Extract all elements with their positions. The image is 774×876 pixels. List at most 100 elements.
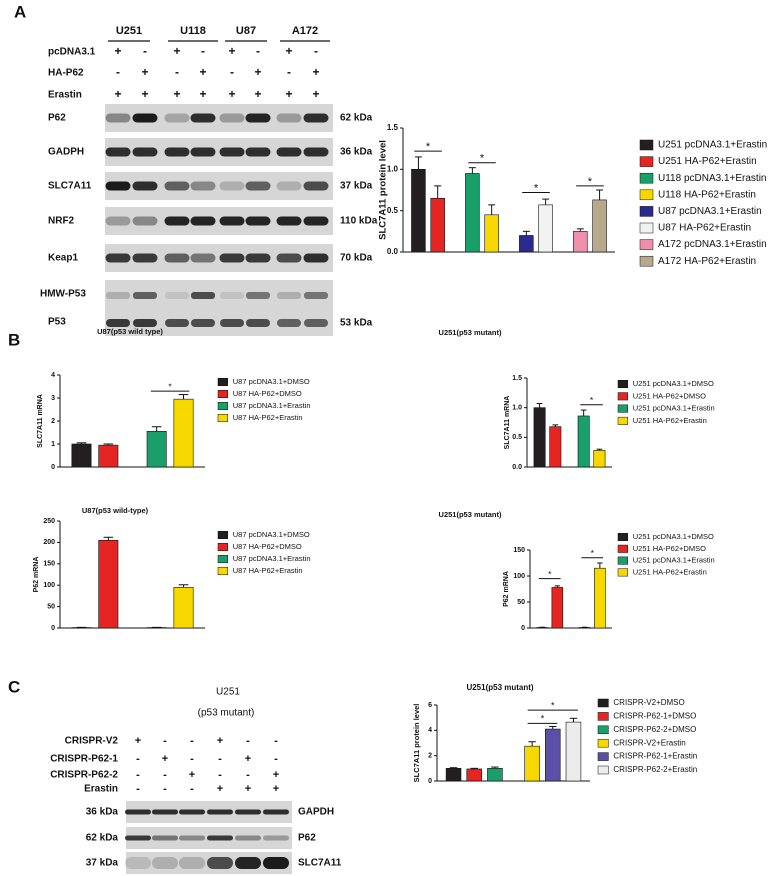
bar (551, 587, 564, 629)
blot-band (277, 319, 301, 327)
legend-label: U251 HA-P62+DMSO (633, 391, 706, 400)
bar (577, 415, 590, 468)
blot-band (219, 113, 245, 123)
bar (533, 407, 546, 468)
legend-label: U87 pcDNA3.1+Erastin (658, 206, 762, 217)
y-tick-label: 50 (517, 599, 525, 606)
treatment-sign: - (287, 65, 291, 79)
legend-label: U251 pcDNA3.1+Erastin (633, 556, 715, 565)
y-tick-label: 250 (43, 518, 55, 525)
cell-line-label: U118 (180, 25, 206, 37)
y-axis-label: SLC7A11 mRNA (37, 394, 44, 448)
bar (573, 231, 588, 253)
blot-band (190, 253, 216, 263)
blot-band (235, 857, 261, 869)
legend-swatch (597, 738, 609, 748)
y-tick-label: 150 (513, 547, 525, 554)
treatment-sign: - (218, 753, 222, 765)
blot-band (105, 147, 131, 157)
treatment-sign: + (285, 87, 292, 101)
blot-band (245, 253, 271, 263)
blot-band (304, 292, 328, 299)
blot-band (106, 319, 130, 327)
blot-size: 110 kDa (340, 216, 378, 227)
blot-label: P62 (298, 833, 316, 844)
blot-band (191, 319, 215, 327)
legend-swatch (617, 568, 628, 577)
y-tick-label: 100 (513, 573, 525, 580)
blot-band (164, 253, 190, 263)
legend-label: CRISPR-P62-2+DMSO (613, 725, 696, 734)
legend-label: U251 HA-P62+Erastin (658, 156, 757, 167)
blot-band (245, 113, 271, 123)
treatment-sign: + (217, 783, 223, 795)
blot-label: GAPDH (298, 807, 334, 818)
chart-title: U251(p53 mutant) (466, 683, 533, 692)
legend-label: CRISPR-V2+Erastin (613, 738, 685, 747)
legend-swatch (617, 556, 628, 565)
panel-label: B (8, 330, 20, 349)
significance-label: * (551, 700, 555, 710)
bar (146, 431, 167, 468)
bar (466, 768, 482, 782)
y-axis-label: P62 mRNA (503, 571, 510, 607)
blot-size: 36 kDa (86, 807, 119, 818)
significance-label: * (548, 569, 552, 579)
bar (71, 443, 92, 468)
bar (411, 169, 426, 253)
legend-swatch (217, 402, 228, 410)
blot-band (133, 292, 157, 299)
treatment-sign: - (175, 65, 179, 79)
y-tick-label: 0.0 (387, 247, 399, 256)
y-tick-label: 4 (428, 727, 432, 734)
blot-band (190, 147, 216, 157)
legend-label: U87 HA-P62+Erastin (233, 413, 303, 422)
blot-band (105, 113, 131, 123)
treatment-sign: + (254, 87, 261, 101)
treatment-label: Erastin (48, 90, 82, 101)
blot-band (190, 113, 216, 123)
legend-label: U87 pcDNA3.1+Erastin (233, 554, 311, 563)
treatment-sign: - (143, 44, 147, 58)
blot-band (219, 181, 245, 191)
blot-band (304, 319, 328, 327)
blot-band (132, 113, 158, 123)
legend-swatch (617, 380, 628, 388)
blot-label: SLC7A11 (48, 181, 92, 192)
blot-band (179, 809, 205, 815)
blot-band (132, 147, 158, 157)
treatment-sign: - (190, 753, 194, 765)
blot-band (303, 216, 329, 226)
legend-swatch (617, 392, 628, 401)
treatment-sign: + (273, 769, 279, 781)
legend-label: U87 pcDNA3.1+DMSO (233, 530, 310, 539)
blot-band (303, 253, 329, 263)
significance-label: * (591, 548, 595, 558)
bar (465, 173, 480, 253)
treatment-sign: - (190, 783, 194, 795)
treatment-sign: - (274, 753, 278, 765)
legend-label: U87 HA-P62+DMSO (233, 389, 302, 398)
blot-band (276, 216, 302, 226)
blot-band (125, 835, 151, 841)
blot-band (207, 835, 233, 841)
cell-line-label: A172 (292, 25, 318, 37)
blot-band (245, 147, 271, 157)
legend-swatch (217, 567, 228, 575)
legend-label: U251 pcDNA3.1+DMSO (633, 379, 714, 388)
legend-label: U87 HA-P62+DMSO (233, 542, 302, 551)
bar (536, 627, 548, 629)
blot-band (246, 292, 270, 299)
y-tick-label: 6 (428, 702, 432, 709)
treatment-sign: - (136, 769, 140, 781)
blot-band (246, 319, 270, 327)
y-tick-label: 0 (428, 778, 432, 785)
blot-band (164, 181, 190, 191)
legend-label: U87 HA-P62+Erastin (658, 223, 751, 234)
treatment-sign: + (114, 44, 121, 58)
treatment-sign: - (246, 769, 250, 781)
blot-size: 36 kDa (340, 147, 373, 158)
y-tick-label: 0.5 (387, 206, 399, 215)
blot-band (165, 292, 189, 299)
treatment-sign: - (201, 44, 205, 58)
